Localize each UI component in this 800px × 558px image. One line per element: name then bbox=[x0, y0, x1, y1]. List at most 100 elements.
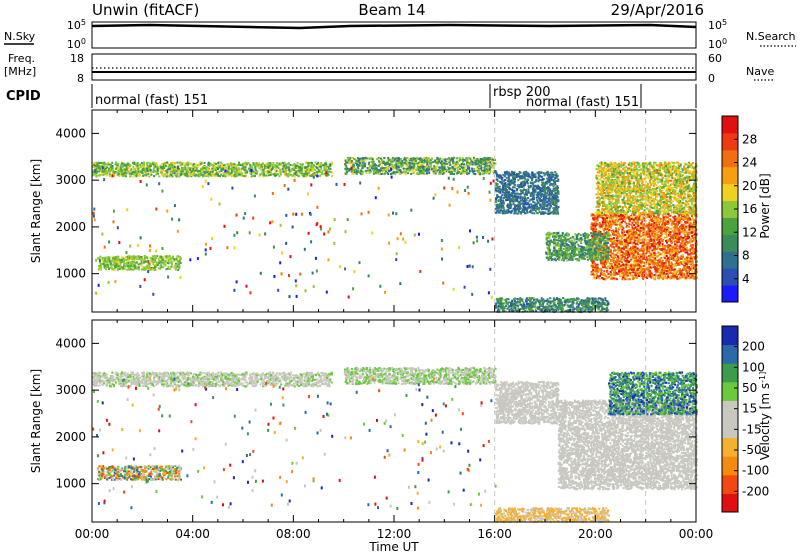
data-cell bbox=[598, 308, 600, 310]
data-cell bbox=[555, 239, 557, 241]
data-cell bbox=[694, 271, 696, 273]
data-cell bbox=[554, 249, 556, 251]
data-cell bbox=[519, 298, 521, 300]
data-cell bbox=[664, 246, 666, 248]
data-cell bbox=[605, 242, 607, 244]
data-cell bbox=[553, 259, 555, 261]
data-cell bbox=[565, 237, 567, 239]
data-cell bbox=[406, 161, 408, 163]
data-cell bbox=[492, 168, 494, 170]
data-cell bbox=[641, 254, 643, 256]
data-cell bbox=[634, 237, 636, 239]
data-cell bbox=[640, 227, 642, 229]
data-cell bbox=[548, 245, 550, 247]
data-cell bbox=[617, 260, 619, 262]
data-cell bbox=[430, 166, 432, 168]
data-cell bbox=[539, 306, 541, 308]
data-cell bbox=[408, 166, 410, 168]
data-cell bbox=[618, 267, 620, 269]
data-cell bbox=[633, 221, 635, 223]
data-cell bbox=[605, 244, 607, 246]
data-cell bbox=[603, 274, 605, 276]
data-cell bbox=[659, 244, 661, 246]
data-cell bbox=[403, 171, 405, 173]
data-cell bbox=[375, 167, 377, 169]
data-cell bbox=[572, 236, 574, 238]
data-cell bbox=[602, 221, 604, 223]
data-cell bbox=[667, 223, 669, 225]
data-cell bbox=[675, 223, 677, 225]
data-cell bbox=[612, 218, 614, 220]
data-cell bbox=[550, 239, 552, 241]
data-cell bbox=[637, 268, 639, 270]
data-cell bbox=[610, 251, 612, 253]
data-cell bbox=[652, 274, 654, 276]
data-cell bbox=[587, 300, 589, 302]
freq-tick-top: 18 bbox=[70, 52, 84, 65]
data-cell bbox=[641, 259, 643, 261]
data-cell bbox=[664, 277, 666, 279]
data-cell bbox=[667, 230, 669, 232]
data-cell bbox=[678, 219, 680, 221]
data-cell bbox=[614, 222, 616, 224]
data-cell bbox=[593, 238, 595, 240]
data-cell bbox=[554, 241, 556, 243]
data-cell bbox=[590, 260, 592, 262]
data-cell bbox=[441, 164, 443, 166]
data-cell bbox=[451, 171, 453, 173]
data-cell bbox=[604, 302, 606, 304]
data-cell bbox=[627, 269, 629, 271]
data-cell bbox=[668, 263, 670, 265]
data-cell bbox=[583, 303, 585, 305]
data-cell bbox=[605, 253, 607, 255]
data-cell bbox=[572, 248, 574, 250]
data-cell bbox=[591, 242, 593, 244]
data-cell bbox=[578, 258, 580, 260]
data-cell bbox=[642, 219, 644, 221]
data-cell bbox=[622, 234, 624, 236]
data-cell bbox=[547, 233, 549, 235]
data-cell bbox=[621, 254, 623, 256]
data-cell bbox=[689, 253, 691, 255]
data-cell bbox=[478, 161, 480, 163]
data-cell bbox=[590, 226, 592, 228]
data-cell bbox=[345, 165, 347, 167]
data-cell bbox=[654, 233, 656, 235]
data-cell bbox=[558, 245, 560, 247]
data-cell bbox=[616, 278, 618, 280]
data-cell bbox=[586, 308, 588, 310]
data-cell bbox=[616, 263, 618, 265]
data-cell bbox=[619, 225, 621, 227]
data-cell bbox=[654, 254, 656, 256]
data-cell bbox=[685, 218, 687, 220]
data-cell bbox=[616, 258, 618, 260]
data-cell bbox=[683, 274, 685, 276]
data-cell bbox=[614, 243, 616, 245]
data-cell bbox=[481, 173, 483, 175]
data-cell bbox=[628, 216, 630, 218]
data-cell bbox=[358, 160, 360, 162]
data-cell bbox=[586, 256, 588, 258]
data-cell bbox=[542, 302, 544, 304]
data-cell bbox=[609, 221, 611, 223]
data-cell bbox=[592, 229, 594, 231]
data-cell bbox=[373, 161, 375, 163]
data-cell bbox=[678, 260, 680, 262]
data-cell bbox=[428, 172, 430, 174]
data-cell bbox=[572, 244, 574, 246]
data-cell bbox=[535, 308, 537, 310]
data-cell bbox=[667, 252, 669, 254]
data-cell bbox=[401, 164, 403, 166]
data-cell bbox=[552, 305, 554, 307]
data-cell bbox=[628, 255, 630, 257]
data-cell bbox=[668, 228, 670, 230]
data-cell bbox=[380, 158, 382, 160]
data-cell bbox=[628, 223, 630, 225]
data-cell bbox=[421, 159, 423, 161]
data-cell bbox=[624, 239, 626, 241]
data-cell bbox=[624, 253, 626, 255]
data-cell bbox=[380, 169, 382, 171]
data-cell bbox=[648, 243, 650, 245]
data-cell bbox=[559, 308, 561, 310]
data-cell bbox=[692, 214, 694, 216]
